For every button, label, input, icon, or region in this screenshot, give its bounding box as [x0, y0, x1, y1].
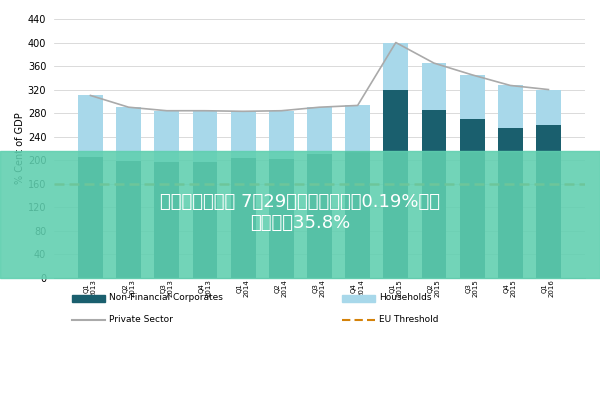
Text: 股溢价率35.8%: 股溢价率35.8%	[250, 214, 350, 232]
Bar	[460, 75, 485, 119]
Bar	[116, 107, 141, 161]
Bar	[193, 111, 217, 162]
Bar	[231, 111, 256, 158]
Bar	[345, 151, 370, 278]
Bar	[498, 128, 523, 278]
Text: Private Sector: Private Sector	[109, 315, 173, 324]
Bar	[422, 63, 446, 110]
Bar	[536, 125, 561, 278]
Bar	[78, 157, 103, 278]
Bar	[460, 119, 485, 278]
Bar	[307, 107, 332, 154]
Bar	[116, 161, 141, 278]
Bar	[422, 110, 446, 278]
Bar	[383, 90, 408, 278]
Text: 场内融资去杠杆 7月29日新北转唇上涨0.19%，转: 场内融资去杠杆 7月29日新北转唇上涨0.19%，转	[160, 193, 440, 211]
Text: Households: Households	[379, 293, 431, 302]
Bar	[536, 90, 561, 125]
Text: EU Threshold: EU Threshold	[379, 315, 439, 324]
Bar	[269, 111, 293, 159]
Bar	[345, 106, 370, 151]
Bar	[231, 158, 256, 278]
Y-axis label: % Cent of GDP: % Cent of GDP	[15, 112, 25, 184]
Bar	[383, 42, 408, 90]
Bar	[307, 154, 332, 278]
Bar	[78, 96, 103, 157]
Bar	[154, 162, 179, 278]
Bar	[498, 86, 523, 128]
Bar	[154, 111, 179, 162]
Bar	[193, 162, 217, 278]
Bar	[269, 159, 293, 278]
Text: Non-Financial Corporates: Non-Financial Corporates	[109, 293, 223, 302]
